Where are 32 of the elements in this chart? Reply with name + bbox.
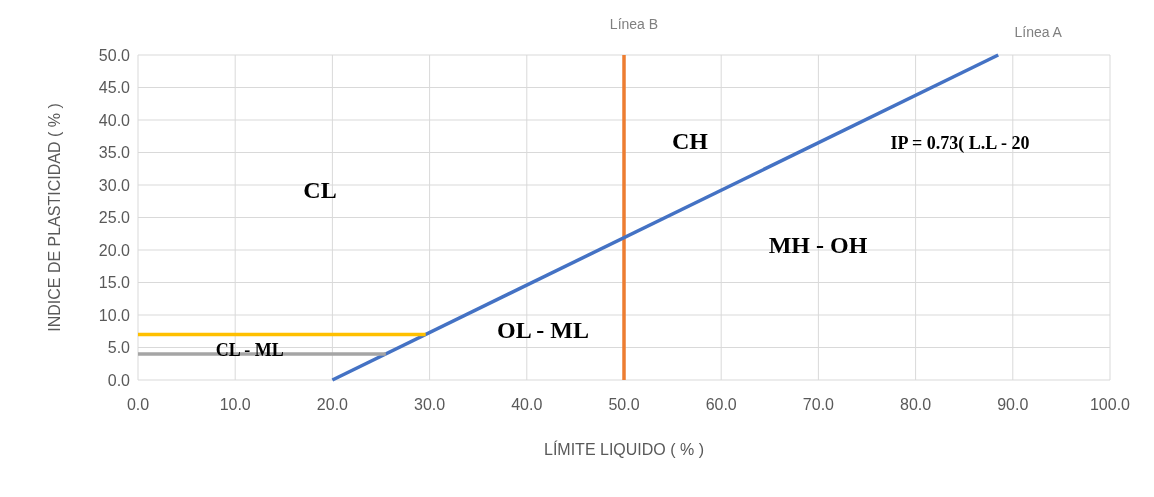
x-tick-label: 90.0	[997, 396, 1029, 413]
x-axis-title: LÍMITE LIQUIDO ( % )	[543, 440, 705, 458]
x-tick-label: 50.0	[608, 396, 640, 413]
x-tick-label: 80.0	[900, 396, 932, 413]
y-tick-label: 0.0	[107, 371, 131, 389]
y-tick-label: 25.0	[98, 209, 131, 227]
y-tick-label: 5.0	[107, 339, 131, 357]
y-tick-label: 15.0	[98, 274, 131, 292]
y-tick-label: 20.0	[98, 241, 131, 259]
x-tick-label: 60.0	[705, 396, 737, 413]
y-tick-label: 10.0	[98, 306, 131, 324]
annotation: CL - ML	[215, 340, 284, 361]
annotation: IP = 0.73( L.L - 20	[890, 133, 1030, 155]
x-tick-label: 0.0	[126, 396, 150, 413]
ref-line-label: Línea B	[609, 16, 659, 32]
y-axis-title: INDICE DE PLASTICIDAD ( % )	[46, 103, 63, 332]
x-tick-label: 40.0	[511, 396, 543, 413]
annotation: OL - ML	[496, 317, 590, 344]
annotation: MH - OH	[768, 232, 868, 259]
y-tick-label: 30.0	[98, 176, 131, 194]
y-tick-label: 45.0	[98, 79, 131, 97]
annotation: CL	[303, 177, 337, 204]
x-tick-label: 10.0	[219, 396, 251, 413]
y-tick-label: 50.0	[98, 46, 131, 64]
x-tick-label: 30.0	[414, 396, 446, 413]
series-label: Línea A	[1014, 24, 1063, 40]
x-tick-label: 100.0	[1089, 396, 1131, 413]
annotation: CH	[672, 128, 709, 155]
x-tick-label: 70.0	[802, 396, 835, 413]
y-tick-label: 40.0	[98, 111, 131, 129]
y-tick-label: 35.0	[98, 144, 131, 162]
x-tick-label: 20.0	[316, 396, 349, 413]
